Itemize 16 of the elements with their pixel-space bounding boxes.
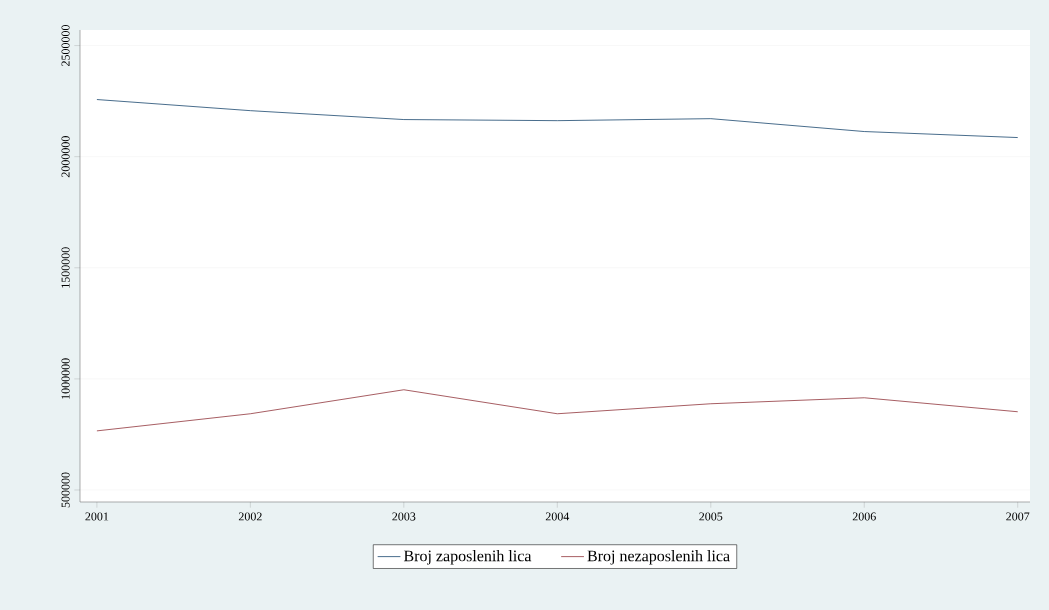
y-tick-label: 2500000: [61, 25, 70, 67]
x-tick-label: 2005: [699, 512, 723, 521]
legend-label: Broj zaposlenih lica: [403, 550, 532, 565]
legend-label: Broj nezaposlenih lica: [587, 550, 730, 565]
x-tick-label: 2006: [852, 512, 876, 521]
line-series: [96, 389, 1019, 432]
y-tick-label: 500000: [61, 472, 70, 508]
y-tick-label: 2000000: [61, 136, 70, 178]
x-tick-label: 2007: [1006, 512, 1030, 521]
y-tick-label: 1500000: [61, 247, 70, 288]
x-tick-label: 2002: [238, 512, 262, 521]
y-tick-label: 1000000: [61, 358, 70, 399]
x-tick-label: 2003: [392, 512, 416, 521]
line-series: [96, 99, 1019, 138]
x-tick-label: 2001: [85, 512, 109, 521]
x-tick-label: 2004: [545, 512, 570, 521]
